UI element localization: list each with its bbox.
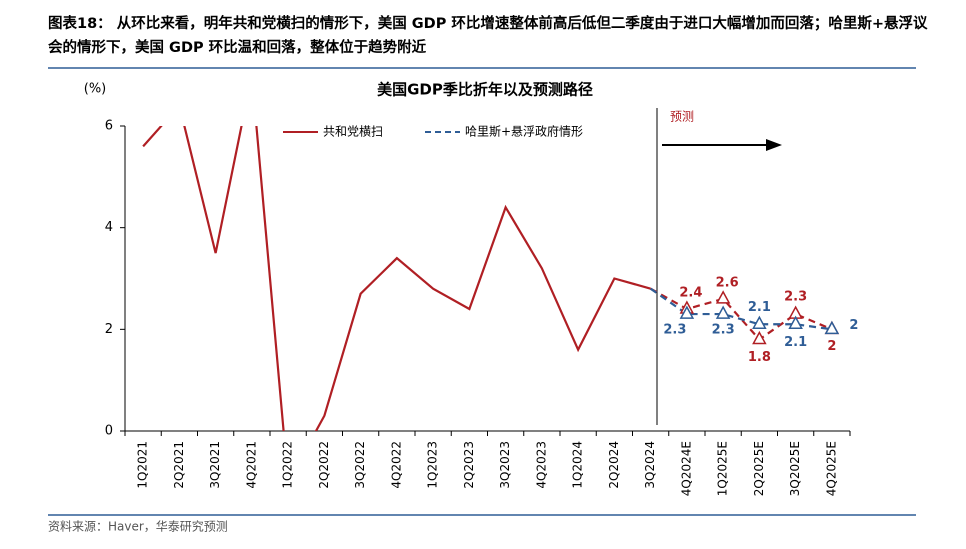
marker	[752, 330, 767, 345]
value-label: 2.3	[784, 290, 807, 305]
page-title: 图表18： 从环比来看，明年共和党横扫的情形下，美国 GDP 环比增速整体前高后…	[48, 16, 928, 56]
y-tick-label: 6	[105, 119, 113, 134]
series-line	[142, 126, 651, 431]
x-tick-label: 4Q2025E	[824, 441, 838, 496]
x-tick-label: 3Q2025E	[788, 441, 802, 496]
value-label: 2.4	[679, 286, 702, 301]
header: 图表18： 从环比来看，明年共和党横扫的情形下，美国 GDP 环比增速整体前高后…	[48, 16, 928, 56]
x-tick-label: 4Q2024E	[679, 441, 693, 496]
marker	[715, 305, 731, 319]
x-tick-label: 4Q2022	[389, 441, 403, 489]
value-label: 2	[827, 339, 836, 354]
y-tick-label: 4	[105, 220, 113, 235]
y-tick-label: 2	[105, 322, 113, 337]
marker	[752, 315, 767, 329]
x-tick-label: 1Q2024	[571, 441, 585, 489]
x-tick-label: 4Q2021	[244, 441, 258, 489]
x-tick-label: 3Q2022	[353, 441, 367, 489]
x-tick-label: 3Q2024	[643, 441, 657, 489]
x-tick-label: 1Q2025E	[716, 441, 730, 496]
forecast-arrowhead	[766, 139, 782, 151]
marker	[824, 320, 840, 335]
value-label: 2.3	[712, 323, 735, 338]
chart-title: 美国GDP季比折年以及预测路径	[377, 81, 593, 99]
value-label: 2	[849, 318, 858, 333]
marker	[679, 305, 695, 319]
value-label: 2.1	[784, 335, 807, 350]
marker	[788, 315, 803, 329]
x-tick-label: 1Q2023	[426, 441, 440, 489]
y-tick-label: 0	[105, 424, 113, 439]
x-tick-label: 2Q2023	[462, 441, 476, 489]
x-tick-label: 3Q2023	[498, 441, 512, 489]
source-note: 资料来源：Haver，华泰研究预测	[48, 519, 228, 534]
value-label: 2.3	[663, 323, 686, 338]
x-tick-label: 3Q2021	[208, 441, 222, 489]
value-label: 2.6	[716, 275, 739, 290]
value-label: 1.8	[748, 350, 771, 365]
x-tick-label: 2Q2022	[317, 441, 331, 489]
marker	[715, 290, 731, 304]
y-axis-label: (%)	[84, 82, 107, 97]
x-tick-label: 2Q2025E	[752, 441, 766, 496]
legend-label: 哈里斯+悬浮政府情形	[465, 124, 583, 139]
legend-label: 共和党横扫	[323, 124, 383, 139]
value-label: 2.1	[748, 300, 771, 315]
forecast-line	[649, 287, 833, 331]
x-tick-label: 2Q2024	[607, 441, 621, 489]
x-tick-label: 1Q2022	[281, 441, 295, 489]
x-tick-label: 1Q2021	[136, 441, 150, 489]
x-tick-label: 4Q2023	[534, 441, 548, 489]
forecast-annotation: 预测	[670, 110, 694, 124]
x-tick-label: 2Q2021	[172, 441, 186, 489]
